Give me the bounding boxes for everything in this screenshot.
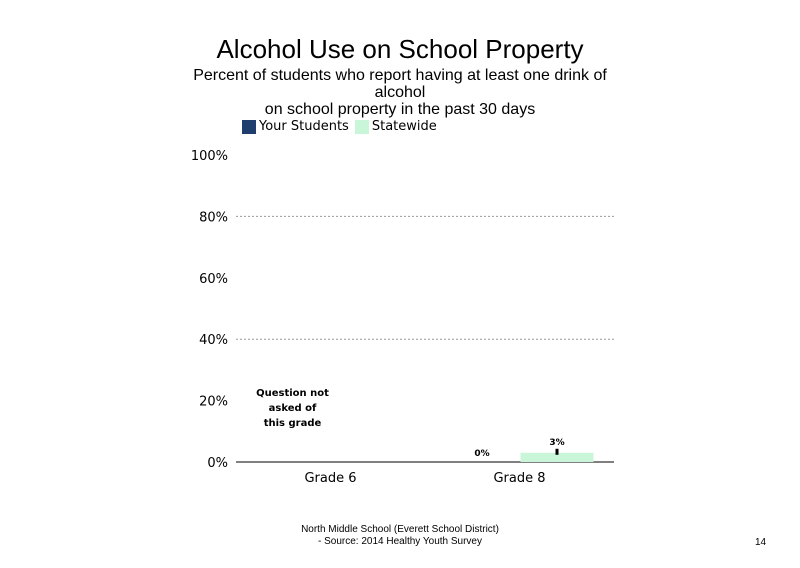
page-number: 14 <box>755 537 767 548</box>
chart-legend: Your Students Statewide <box>242 119 447 134</box>
legend-item-your-students: Your Students <box>242 119 349 134</box>
y-tick-label: 20% <box>199 395 228 410</box>
bar-statewide <box>520 452 594 462</box>
subtitle-line-2: alcohol <box>374 84 426 101</box>
error-bar <box>555 448 559 455</box>
y-tick-label: 0% <box>207 456 228 471</box>
source-footer: North Middle School (Everett School Dist… <box>230 524 570 548</box>
legend-swatch-statewide <box>354 119 369 134</box>
x-tick-label: Grade 6 <box>304 471 356 486</box>
legend-item-statewide: Statewide <box>354 119 437 134</box>
data-label: 3% <box>549 438 564 448</box>
x-tick-label: Grade 8 <box>493 471 545 486</box>
chart-subtitle: Percent of students who report having at… <box>150 67 650 118</box>
footer-line-1: North Middle School (Everett School Dist… <box>301 524 499 535</box>
subtitle-line-3: on school property in the past 30 days <box>264 101 536 118</box>
subtitle-line-1: Percent of students who report having at… <box>193 67 607 84</box>
legend-label-statewide: Statewide <box>371 119 437 134</box>
y-tick-label: 60% <box>199 272 228 287</box>
chart-title: Alcohol Use on School Property <box>216 34 584 64</box>
y-tick-label: 40% <box>199 333 228 348</box>
y-tick-label: 100% <box>191 149 228 164</box>
legend-swatch-your-students <box>242 119 256 134</box>
category-note: asked of <box>269 403 317 414</box>
y-tick-label: 80% <box>199 210 228 225</box>
footer-line-2: - Source: 2014 Healthy Youth Survey <box>318 536 482 547</box>
data-label: 0% <box>474 449 489 459</box>
legend-label-your-students: Your Students <box>259 119 349 134</box>
category-note: Question not <box>256 388 329 399</box>
category-note: this grade <box>264 418 322 429</box>
